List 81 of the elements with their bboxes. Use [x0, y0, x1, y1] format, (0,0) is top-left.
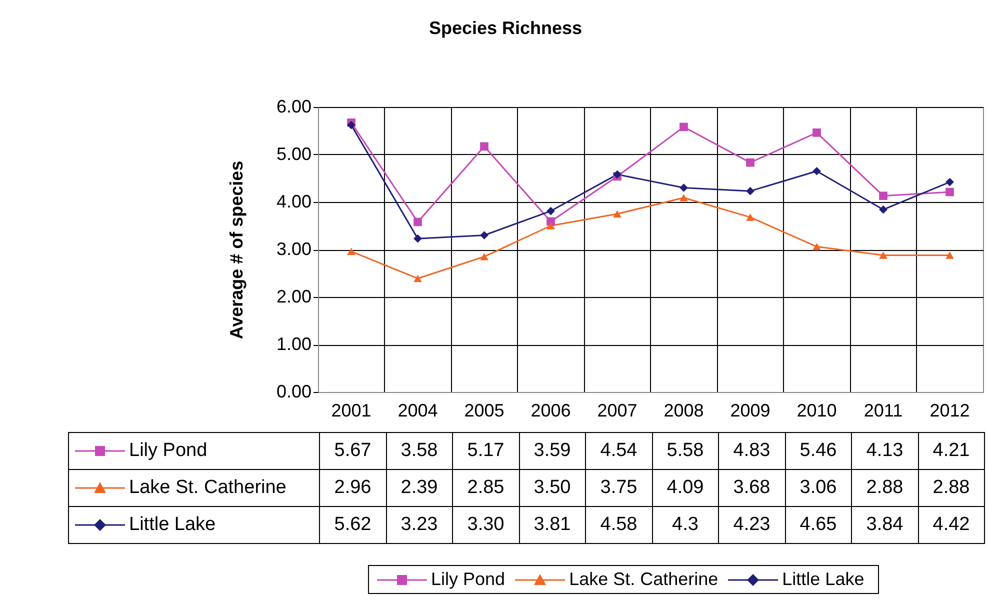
point: [946, 188, 954, 196]
y-axis-title: Average # of species: [226, 160, 246, 340]
data-label: 4.54: [586, 432, 652, 470]
data-label: 5.62: [320, 506, 386, 544]
point: [746, 186, 754, 196]
point: [879, 252, 888, 259]
y-tick-label: 4.00: [276, 192, 312, 212]
data-label: 3.58: [386, 432, 452, 470]
data-label: 4.09: [652, 470, 718, 506]
point: [480, 142, 488, 151]
text: Lake St. Catherine: [569, 569, 718, 589]
point: [414, 234, 422, 243]
point: [546, 206, 555, 216]
point: [946, 178, 954, 186]
data-label: 3.06: [785, 470, 852, 506]
point: [879, 192, 888, 200]
x-tick-label: 2011: [864, 400, 903, 420]
legend-label: Lake St. Catherine: [129, 477, 286, 498]
point: [812, 128, 821, 137]
text: Little Lake: [782, 569, 864, 589]
y-tick-label: 2.00: [276, 286, 312, 306]
y-tick-label: 6.00: [276, 96, 312, 116]
data-label: 3.23: [386, 506, 452, 544]
data-label: 4.23: [718, 506, 785, 544]
data-label: 2.88: [918, 470, 984, 506]
data-label: 2.88: [852, 470, 918, 506]
legend-label: Lily Pond: [129, 440, 208, 461]
point: [879, 205, 888, 214]
data-label: 4.3: [652, 506, 718, 544]
x-tick-label: 2004: [398, 400, 438, 420]
x-tick-label: 2001: [331, 400, 372, 420]
data-label: 2.96: [320, 470, 386, 506]
data-label: 3.59: [519, 432, 586, 470]
point: [480, 253, 488, 260]
data-label: 4.58: [586, 506, 652, 544]
point: [613, 210, 622, 218]
data-label: 5.58: [652, 432, 718, 470]
x-tick-label: 2010: [796, 400, 837, 420]
point: [680, 194, 688, 202]
y-tick-label: 3.00: [276, 239, 312, 259]
legend-label: Little Lake: [129, 514, 216, 535]
point: [946, 252, 954, 259]
data-label: 4.65: [785, 506, 852, 544]
point: [812, 166, 821, 176]
x-tick-label: 2006: [530, 400, 571, 420]
y-tick-label: 0.00: [276, 382, 312, 402]
data-label: 3.50: [519, 470, 586, 506]
point: [680, 122, 688, 132]
data-label: 5.17: [452, 432, 519, 470]
data-label: 3.30: [452, 506, 519, 544]
data-label: 2.85: [452, 470, 519, 506]
point: [347, 120, 356, 130]
chart-title: Species Richness: [428, 18, 582, 38]
point: [746, 158, 754, 167]
data-label: 3.84: [852, 506, 918, 544]
text: Lily Pond: [431, 569, 506, 589]
point: [746, 214, 754, 221]
point: [414, 274, 422, 282]
data-label: 3.75: [586, 470, 652, 506]
point: [680, 184, 688, 192]
data-label: 4.21: [918, 432, 984, 470]
x-tick-label: 2008: [664, 400, 704, 420]
y-tick-label: 1.00: [276, 334, 312, 354]
data-label: 3.81: [519, 506, 586, 544]
x-tick-label: 2009: [730, 400, 770, 420]
data-label: 4.42: [918, 506, 984, 544]
x-tick-label: 2012: [930, 400, 970, 420]
point: [414, 218, 422, 226]
point: [480, 231, 488, 240]
data-label: 2.39: [386, 470, 452, 506]
data-label: 4.13: [852, 432, 918, 470]
point: [812, 243, 821, 250]
data-label: 5.67: [320, 432, 386, 470]
x-tick-label: 2007: [597, 400, 638, 420]
y-tick-label: 5.00: [276, 144, 312, 164]
x-tick-label: 2005: [464, 400, 504, 420]
point: [347, 248, 356, 256]
data-label: 4.83: [718, 432, 785, 470]
data-label: 5.46: [785, 432, 852, 470]
data-label: 3.68: [718, 470, 785, 506]
point: [546, 222, 555, 230]
